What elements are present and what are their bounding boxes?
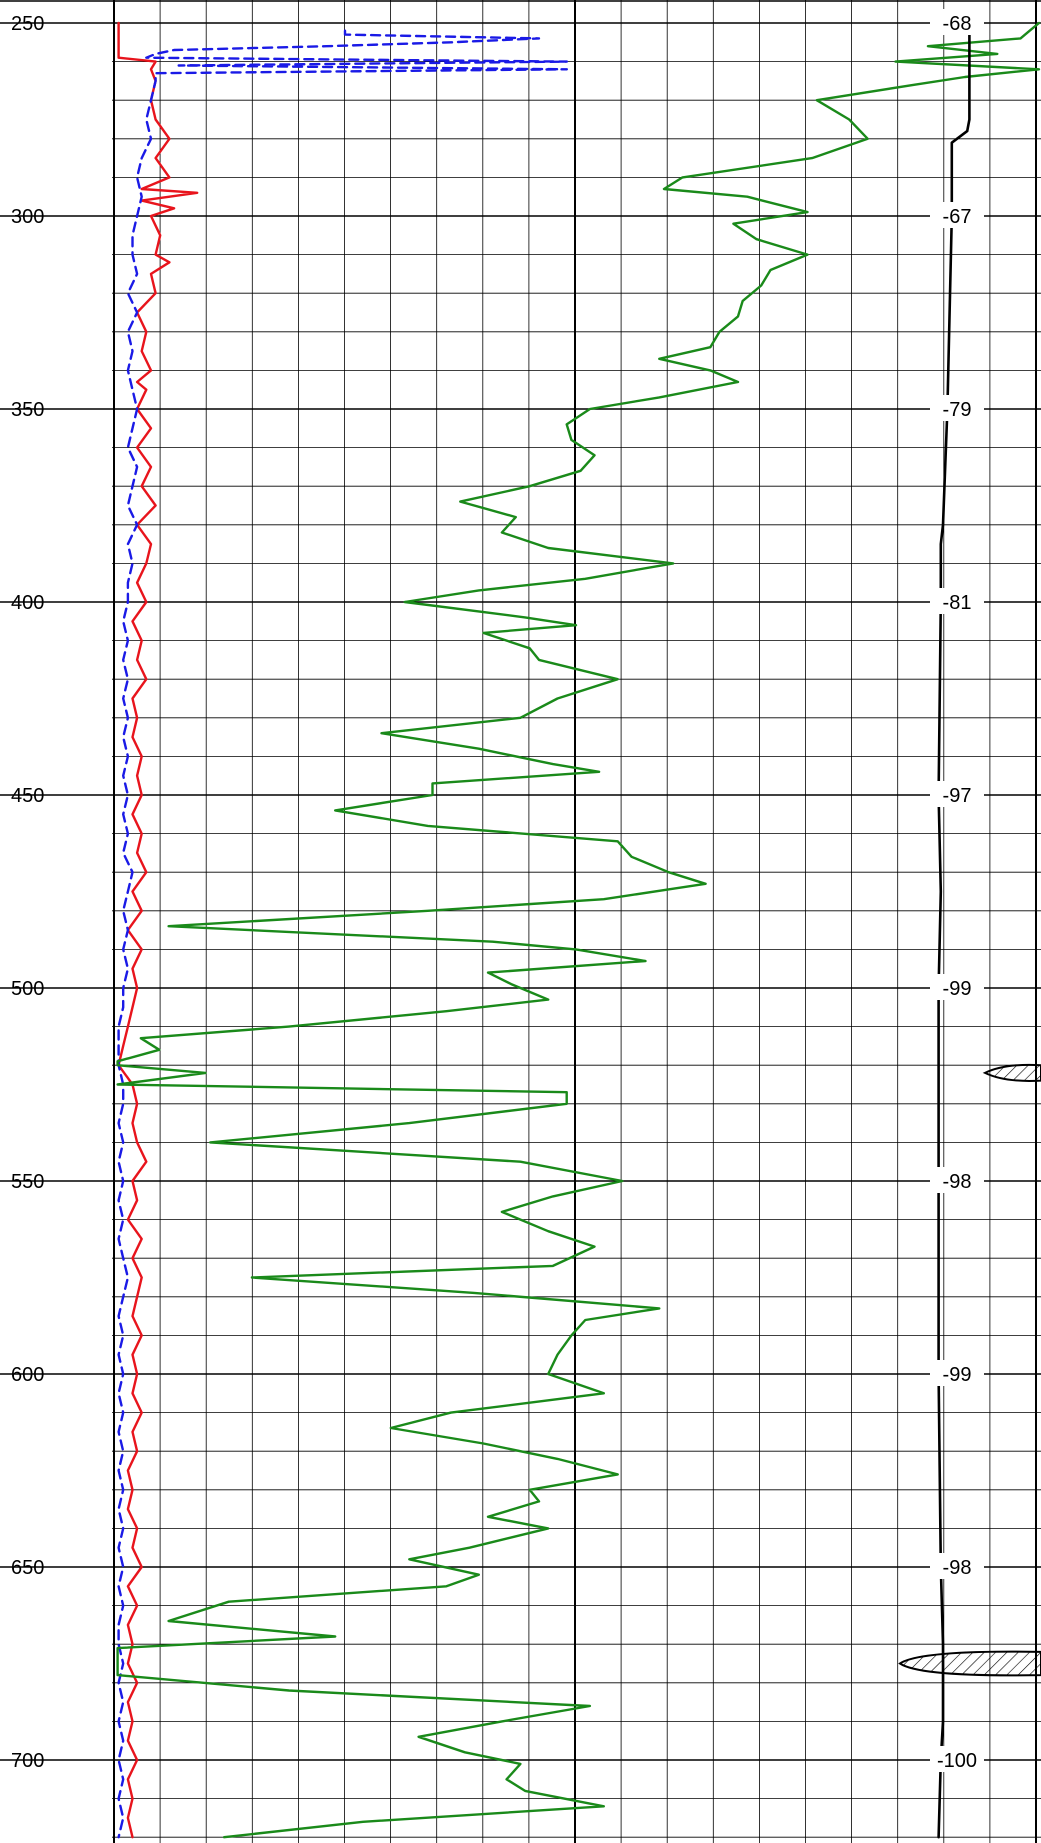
marker-readout: -68 — [930, 9, 984, 35]
depth-tick-label: 250 — [11, 13, 44, 35]
depth-tick-label: 300 — [11, 206, 44, 228]
marker-readout-background — [930, 202, 984, 228]
marker-readout: -98 — [930, 1167, 984, 1193]
marker-readout-background — [930, 974, 984, 1000]
depth-tick-label: 550 — [11, 1171, 44, 1193]
marker-readout-value: -97 — [943, 785, 972, 807]
shaded-zone — [982, 1063, 1041, 1082]
marker-readout-background — [930, 1360, 984, 1386]
marker-readout-value: -98 — [943, 1557, 972, 1579]
marker-readout-background — [930, 395, 984, 421]
shaded-zone — [898, 1650, 1041, 1677]
marker-readouts: -68 -67 -79 -81 -97 -99 -98 -99 -98 -100 — [930, 9, 984, 1772]
marker-readout-value: -99 — [943, 1364, 972, 1386]
marker-readout-background — [930, 9, 984, 35]
marker-readout-value: -98 — [943, 1171, 972, 1193]
marker-readout: -100 — [930, 1746, 984, 1772]
marker-readout-background — [930, 588, 984, 614]
marker-readout: -97 — [930, 781, 984, 807]
depth-tick-label: 350 — [11, 399, 44, 421]
marker-readout-value: -68 — [943, 13, 972, 35]
shaded-zones — [898, 1063, 1041, 1677]
marker-readout-value: -79 — [943, 399, 972, 421]
curve-series — [116, 21, 1041, 1839]
marker-readout-background — [930, 1167, 984, 1193]
depth-tick-label: 600 — [11, 1364, 44, 1386]
series-black-curve — [937, 21, 971, 1839]
marker-readout: -98 — [930, 1553, 984, 1579]
depth-tick-label: 700 — [11, 1750, 44, 1772]
marker-readout-value: -99 — [943, 978, 972, 1000]
marker-readout-value: -67 — [943, 206, 972, 228]
marker-readout-value: -81 — [943, 592, 972, 614]
depth-tick-label: 450 — [11, 785, 44, 807]
marker-readout: -99 — [930, 1360, 984, 1386]
marker-readout: -81 — [930, 588, 984, 614]
marker-readout-background — [930, 1746, 984, 1772]
marker-readout-value: -100 — [937, 1750, 977, 1772]
marker-readout: -79 — [930, 395, 984, 421]
depth-tick-label: 650 — [11, 1557, 44, 1579]
series-green-curve — [116, 21, 1041, 1839]
marker-readout: -99 — [930, 974, 984, 1000]
marker-readout-background — [930, 1553, 984, 1579]
marker-readout: -67 — [930, 202, 984, 228]
depth-tick-label: 400 — [11, 592, 44, 614]
depth-axis: 250 300 350 400 450 500 550 600 650 700 — [11, 13, 44, 1772]
series-red-curve — [117, 21, 199, 1839]
depth-tick-label: 500 — [11, 978, 44, 1000]
series-blue-curve — [117, 29, 568, 1839]
marker-readout-background — [930, 781, 984, 807]
